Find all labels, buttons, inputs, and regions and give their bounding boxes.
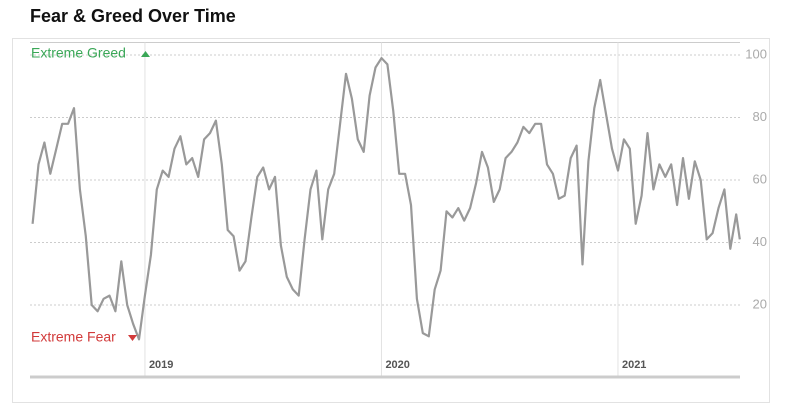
y-tick-label: 80 (753, 109, 767, 124)
up-arrow (141, 51, 150, 57)
fear-label: Extreme Fear (31, 329, 116, 345)
y-tick-label: 60 (753, 171, 767, 186)
greed-label: Extreme Greed (31, 45, 126, 61)
y-tick-label: 40 (753, 234, 767, 249)
y-tick-label: 20 (753, 296, 767, 311)
x-tick-label: 2021 (622, 359, 646, 371)
down-arrow (128, 335, 137, 341)
plot-area: 20 40 60 80 100 2019 2020 2021 (30, 42, 767, 377)
x-tick-label: 2019 (149, 359, 173, 371)
chart-title: Fear & Greed Over Time (30, 6, 236, 26)
sentiment-line (31, 57, 741, 341)
x-tick-label: 2020 (385, 359, 409, 371)
y-tick-label: 100 (745, 46, 767, 61)
